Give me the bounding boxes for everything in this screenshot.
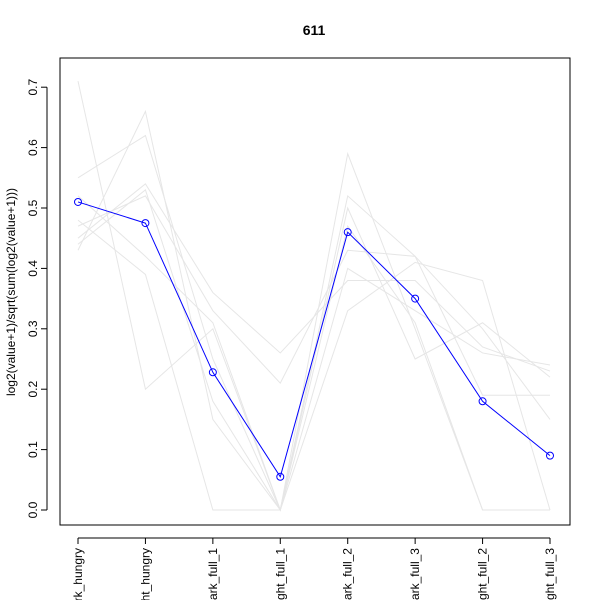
y-tick-label: 0.6 [26, 139, 40, 156]
background-series-line [77, 134, 550, 512]
background-series-line [77, 183, 551, 372]
y-tick-label: 0.4 [26, 260, 40, 277]
background-series-line [77, 195, 551, 512]
y-tick-label: 0.0 [26, 501, 40, 518]
y-axis: 0.0 0.1 0.2 0.3 0.4 0.5 0.6 0.7 [26, 79, 48, 518]
background-series-group [77, 81, 551, 512]
x-tick-label: dark_full_2 [341, 548, 355, 600]
highlight-series-line [77, 201, 551, 478]
x-tick-label: light_full_1 [273, 548, 287, 600]
highlight-point [546, 451, 554, 460]
x-tick-label: light_full_2 [476, 548, 490, 600]
y-tick-label: 0.1 [26, 441, 40, 458]
x-tick-label: light_full_3 [543, 548, 557, 600]
highlight-point [343, 228, 352, 237]
x-axis: ark_hungry ght_hungry dark_full_1 light_ful… [71, 537, 557, 600]
highlight-point [74, 197, 82, 206]
highlight-point [411, 294, 420, 303]
highlight-point [276, 472, 285, 481]
chart-title: 611 [303, 22, 326, 38]
background-series-line [77, 81, 551, 512]
plot-frame [59, 57, 571, 526]
x-tick-label: dark_full_1 [206, 548, 220, 600]
background-series-line [77, 109, 550, 512]
y-tick-label: 0.5 [26, 199, 40, 216]
highlight-series-group [74, 197, 554, 481]
y-tick-label: 0.7 [26, 79, 40, 96]
y-tick-label: 0.3 [26, 320, 40, 337]
highlight-point [478, 397, 487, 406]
x-tick-label: ark_hungry [71, 548, 85, 600]
x-tick-label: dark_full_3 [408, 548, 422, 600]
y-tick-label: 0.2 [26, 381, 40, 398]
highlight-point [208, 368, 217, 377]
background-series-line [77, 206, 551, 511]
y-axis-label: log2(value+1)/sqrt(sum(log2(value+1))) [4, 188, 18, 396]
background-series-line [77, 189, 550, 512]
highlight-point [141, 219, 150, 228]
background-series-line [77, 195, 551, 420]
x-tick-label: ght_hungry [138, 548, 152, 600]
